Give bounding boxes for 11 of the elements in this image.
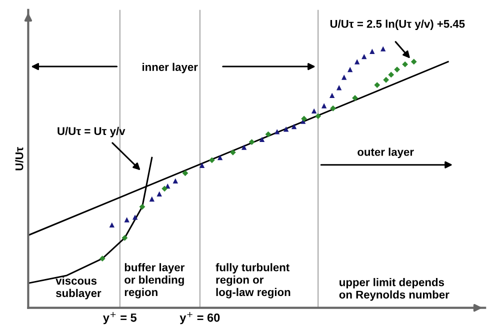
- annotation: outer layer: [358, 148, 414, 158]
- annotation: inner layer: [142, 62, 198, 74]
- annotation: viscous sublayer: [56, 276, 102, 300]
- annotation: buffer layer or blending region: [124, 263, 185, 298]
- annotation: upper limit depends on Reynolds number: [339, 278, 450, 301]
- x-tick-label: y$^{+}$ = 5: [103, 312, 137, 324]
- y-axis-title: U/Uτ: [15, 147, 24, 170]
- x-tick-label: y$^{+}$ = 60: [180, 312, 220, 324]
- annotation: fully turbulent region or log-law region: [216, 263, 290, 298]
- text: U/Uτ = 2.5 ln(Uτ y/v) +5.45: [330, 20, 465, 30]
- annotation: U/Uτ = Uτ y/v: [58, 126, 126, 138]
